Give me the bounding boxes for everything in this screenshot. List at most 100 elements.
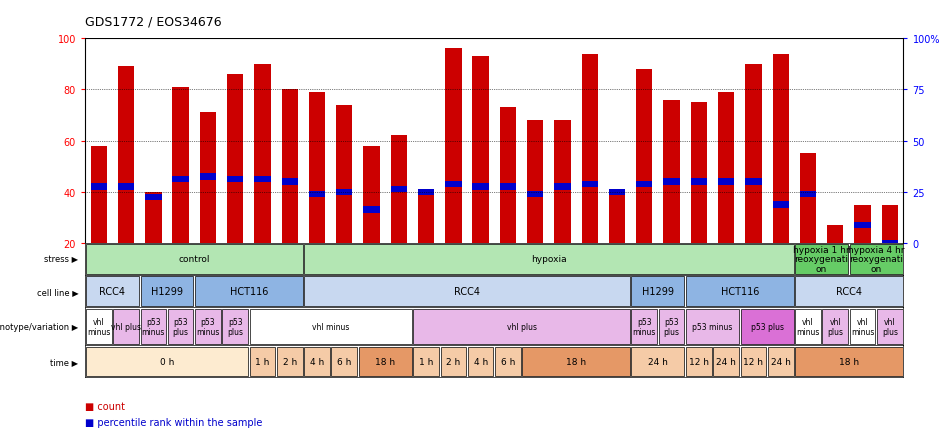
Text: RCC4: RCC4	[99, 286, 126, 296]
Text: hypoxia 1 hr
reoxygenati
on: hypoxia 1 hr reoxygenati on	[794, 245, 850, 273]
Bar	[195, 309, 220, 344]
Bar	[145, 192, 162, 243]
Bar	[827, 258, 844, 264]
Bar	[609, 192, 625, 243]
Text: genotype/variation ▶: genotype/variation ▶	[0, 322, 79, 331]
Text: HCT116: HCT116	[230, 286, 268, 296]
Bar	[336, 189, 353, 195]
Bar	[145, 194, 162, 201]
Bar	[277, 347, 303, 376]
Bar	[854, 205, 870, 243]
Bar	[796, 277, 902, 306]
Bar	[632, 309, 657, 344]
Bar	[882, 205, 898, 243]
Bar	[882, 240, 898, 247]
Bar	[768, 347, 794, 376]
Bar	[86, 245, 303, 274]
Text: ■ count: ■ count	[85, 401, 125, 411]
Bar	[773, 202, 789, 208]
Text: 24 h: 24 h	[716, 357, 736, 366]
Bar	[609, 189, 625, 195]
Bar	[713, 347, 739, 376]
Bar	[141, 309, 166, 344]
Text: HCT116: HCT116	[721, 286, 759, 296]
Text: p53 plus: p53 plus	[750, 322, 783, 331]
Text: p53
minus: p53 minus	[633, 317, 656, 336]
Bar	[254, 176, 271, 183]
Bar	[227, 75, 243, 243]
Bar	[172, 88, 189, 243]
Text: vhl minus: vhl minus	[312, 322, 349, 331]
Bar	[250, 309, 412, 344]
Text: vhl
plus: vhl plus	[827, 317, 843, 336]
Bar	[86, 309, 112, 344]
Bar	[877, 309, 902, 344]
Bar	[658, 309, 684, 344]
Bar	[336, 105, 353, 243]
Text: 12 h: 12 h	[744, 357, 763, 366]
Bar	[554, 121, 570, 243]
Bar	[822, 309, 848, 344]
Bar	[86, 347, 248, 376]
Bar	[363, 146, 379, 243]
Bar	[446, 49, 462, 243]
Bar	[691, 103, 707, 243]
Bar	[282, 179, 298, 185]
Bar	[418, 189, 434, 195]
Bar	[527, 192, 543, 198]
Bar	[418, 192, 434, 243]
Bar	[850, 245, 902, 274]
Bar	[636, 70, 653, 243]
Bar	[305, 277, 630, 306]
Bar	[773, 54, 789, 243]
Bar	[172, 176, 189, 183]
Text: 2 h: 2 h	[447, 357, 461, 366]
Text: 0 h: 0 h	[160, 357, 174, 366]
Text: vhl
minus: vhl minus	[797, 317, 819, 336]
Text: RCC4: RCC4	[836, 286, 862, 296]
Text: vhl plus: vhl plus	[111, 322, 141, 331]
Bar	[359, 347, 412, 376]
Text: hypoxia 4 hr
reoxygenati
on: hypoxia 4 hr reoxygenati on	[848, 245, 904, 273]
Text: ■ percentile rank within the sample: ■ percentile rank within the sample	[85, 417, 262, 427]
Text: cell line ▶: cell line ▶	[37, 287, 79, 296]
Bar	[686, 309, 739, 344]
Bar	[308, 192, 325, 198]
Text: p53 minus: p53 minus	[692, 322, 733, 331]
Text: 6 h: 6 h	[500, 357, 516, 366]
Bar	[472, 57, 489, 243]
Bar	[495, 347, 520, 376]
Text: p53
plus: p53 plus	[227, 317, 243, 336]
Bar	[582, 54, 598, 243]
Text: 1 h: 1 h	[255, 357, 270, 366]
Text: GDS1772 / EOS34676: GDS1772 / EOS34676	[85, 15, 221, 28]
Bar	[305, 245, 794, 274]
Bar	[391, 187, 407, 193]
Text: p53
plus: p53 plus	[172, 317, 188, 336]
Bar	[663, 179, 680, 185]
Text: 2 h: 2 h	[283, 357, 297, 366]
Bar	[499, 184, 517, 191]
Text: p53
plus: p53 plus	[663, 317, 679, 336]
Bar	[391, 136, 407, 243]
Text: 18 h: 18 h	[839, 357, 859, 366]
Bar	[446, 181, 462, 188]
Text: 24 h: 24 h	[771, 357, 791, 366]
Bar	[413, 309, 630, 344]
Bar	[741, 347, 766, 376]
Bar	[118, 67, 134, 243]
Bar	[91, 184, 107, 191]
Text: 1 h: 1 h	[419, 357, 433, 366]
Bar	[799, 154, 816, 243]
Bar	[86, 277, 139, 306]
Text: 4 h: 4 h	[474, 357, 488, 366]
Bar	[827, 226, 844, 243]
Bar	[718, 179, 734, 185]
Bar	[582, 181, 598, 188]
Bar	[632, 347, 684, 376]
Bar	[691, 179, 707, 185]
Text: stress ▶: stress ▶	[44, 255, 79, 264]
Bar	[308, 93, 325, 243]
Bar	[522, 347, 630, 376]
Bar	[200, 174, 216, 180]
